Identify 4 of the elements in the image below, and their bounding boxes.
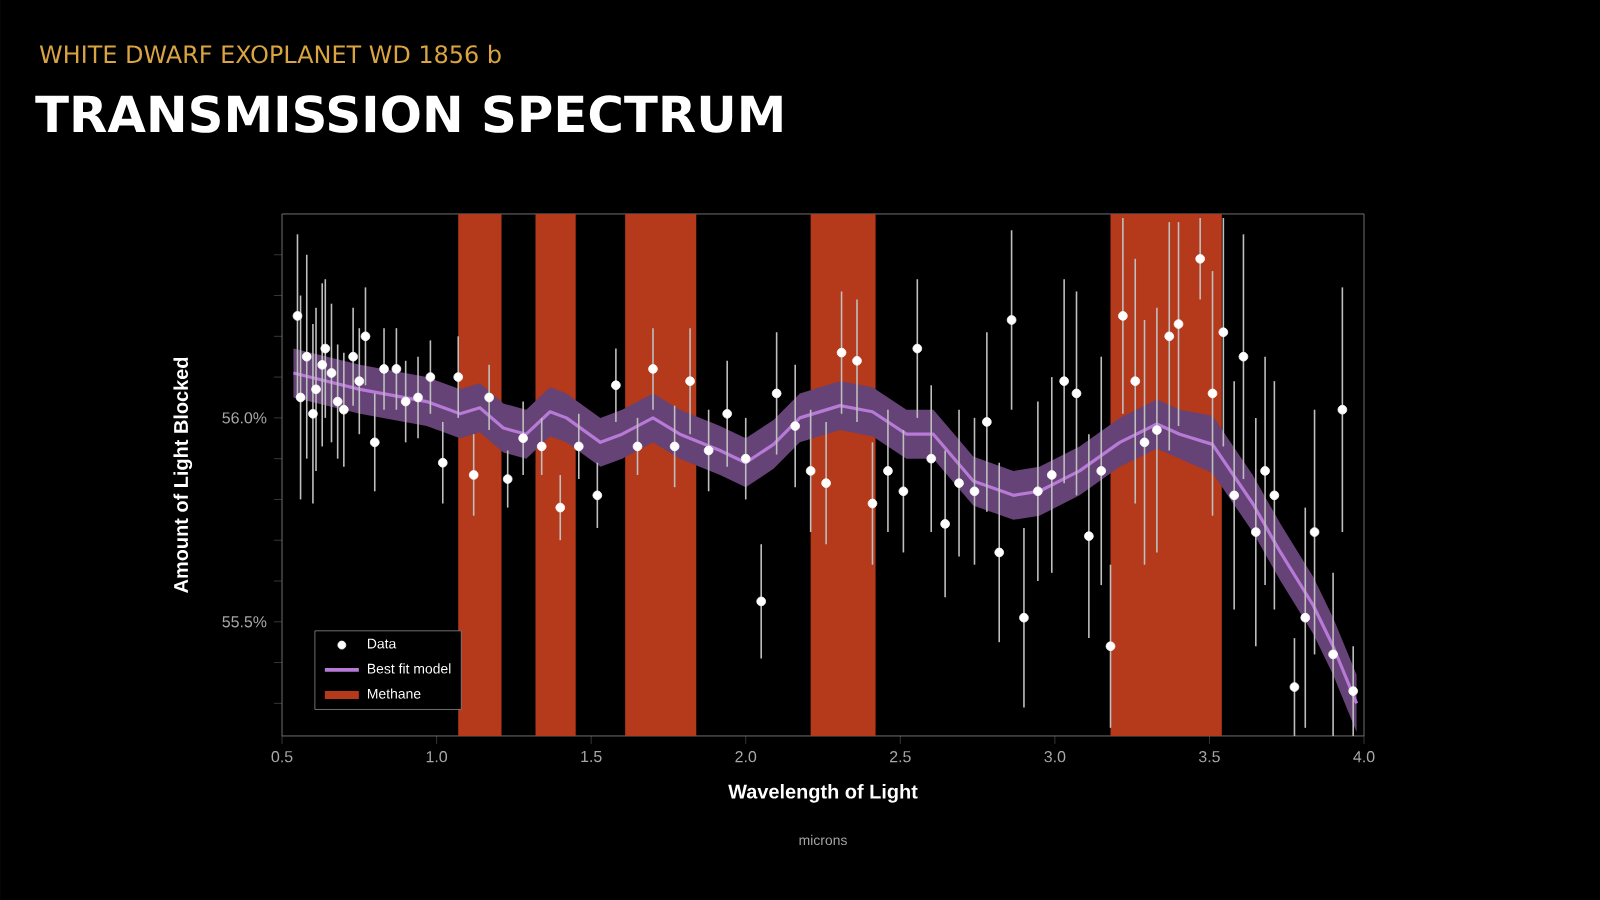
chart-subtitle: WHITE DWARF EXOPLANET WD 1856 b (39, 44, 501, 64)
chart-title: TRANSMISSION SPECTRUM (35, 95, 782, 133)
x-axis-title: Wavelength of Light (728, 783, 918, 803)
y-axis-title: Amount of Light Blocked (173, 357, 193, 593)
